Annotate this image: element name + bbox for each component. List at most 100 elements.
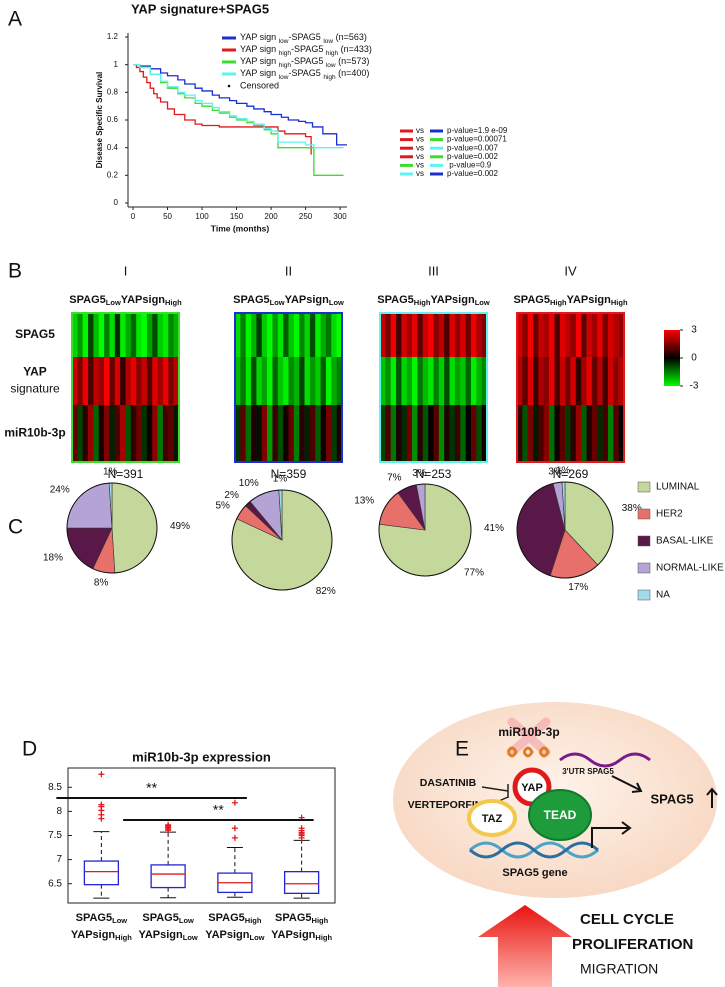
subscript: Low bbox=[475, 298, 490, 307]
heat-cell bbox=[554, 313, 561, 357]
heat-cell bbox=[517, 313, 523, 357]
y-tick-label: 0.8 bbox=[107, 87, 119, 96]
outlier bbox=[298, 825, 305, 832]
utr-strand bbox=[559, 752, 651, 768]
heat-cell bbox=[272, 313, 279, 357]
heat-cell bbox=[267, 357, 273, 405]
heat-cell bbox=[390, 357, 397, 405]
heat-cell bbox=[380, 357, 386, 405]
heat-cell bbox=[283, 313, 289, 357]
heat-cell bbox=[460, 313, 466, 357]
outlier bbox=[231, 799, 238, 806]
x-tick-label: 0 bbox=[131, 212, 136, 221]
text-part: SPAG5 bbox=[76, 912, 112, 924]
heat-cell bbox=[522, 405, 528, 462]
chart-title: YAP signature+SPAG5 bbox=[131, 1, 269, 16]
heat-cell bbox=[320, 357, 327, 405]
heat-cell bbox=[380, 405, 386, 462]
panel-label: C bbox=[8, 516, 23, 539]
text-part: YAP sign bbox=[240, 56, 279, 66]
group-border bbox=[234, 312, 343, 463]
text-part: -SPAG5 bbox=[288, 68, 323, 78]
label: SPAG5LowYAPsignLow bbox=[233, 294, 344, 307]
heat-cell bbox=[527, 357, 534, 405]
survival-chart: YAP signature+SPAG5 0 0.2 0.4 0.6 0.8 1 1.2 0 50 1… bbox=[95, 1, 508, 233]
heat-cell bbox=[315, 405, 321, 462]
text-part: -SPAG5 bbox=[291, 56, 326, 66]
text-part: YAPsign bbox=[567, 294, 612, 306]
heat-cell bbox=[613, 313, 619, 357]
heatmaps: SPAG5YAPsignaturemiR10b-3pISPAG5LowYAPsi… bbox=[4, 263, 699, 481]
y-tick-label: 0.4 bbox=[107, 143, 119, 152]
heat-cell bbox=[245, 357, 252, 405]
heat-cell bbox=[444, 405, 450, 462]
heat-cell bbox=[130, 313, 137, 357]
text-part: YAPsign bbox=[121, 294, 166, 306]
box bbox=[283, 871, 320, 895]
drug-label: DASATINIB bbox=[420, 777, 477, 789]
pie-slice bbox=[66, 482, 113, 529]
heat-cell bbox=[235, 405, 241, 462]
heat-cell bbox=[543, 405, 550, 462]
heat-cell bbox=[618, 357, 625, 405]
text-part: YAPsign bbox=[430, 294, 475, 306]
heat-cell bbox=[454, 313, 461, 357]
subscript: high bbox=[323, 74, 336, 81]
p-value: p-value=0.9 bbox=[447, 161, 492, 170]
heat-cell bbox=[245, 405, 252, 462]
pie-label: 17% bbox=[568, 582, 588, 593]
panel-label: D bbox=[22, 738, 37, 761]
heat-cell bbox=[88, 357, 94, 405]
heat-cell bbox=[412, 405, 418, 462]
heat-cell bbox=[476, 357, 482, 405]
label: YAP sign high-SPAG5 low (n=573) bbox=[240, 56, 369, 68]
heat-cell bbox=[141, 405, 148, 462]
p-value: p-value=0.00071 bbox=[447, 135, 507, 144]
heat-cell bbox=[240, 357, 246, 405]
heat-cell bbox=[125, 357, 132, 405]
text-part: (n=400) bbox=[336, 68, 370, 78]
heat-cell bbox=[277, 357, 284, 405]
n-label: N=359 bbox=[271, 467, 307, 481]
heat-cell bbox=[173, 313, 180, 357]
heat-cell bbox=[607, 313, 614, 357]
label: YAP sign high-SPAG5 high (n=433) bbox=[240, 44, 372, 56]
outcome: MIGRATION bbox=[580, 961, 658, 977]
heat-cell bbox=[385, 313, 391, 357]
pie-label: 82% bbox=[316, 586, 336, 597]
heat-cell bbox=[449, 313, 456, 357]
text-part: -SPAG5 bbox=[288, 32, 323, 42]
subscript: Low bbox=[179, 916, 194, 925]
heat-cell bbox=[422, 313, 429, 357]
text-part: YAPsign bbox=[285, 294, 330, 306]
heat-cell bbox=[517, 405, 523, 462]
heat-cell bbox=[538, 357, 545, 405]
heat-cell bbox=[428, 313, 434, 357]
legend-swatch bbox=[637, 508, 651, 520]
heat-cell bbox=[141, 357, 148, 405]
y-tick-label: 0.2 bbox=[107, 170, 119, 179]
x-tick-label: 200 bbox=[264, 212, 278, 221]
pie-label: 3% bbox=[548, 466, 563, 477]
heat-cell bbox=[396, 357, 402, 405]
heat-cell bbox=[309, 357, 316, 405]
heat-cell bbox=[93, 313, 100, 357]
text-part: (n=573) bbox=[336, 56, 370, 66]
heat-cell bbox=[93, 405, 100, 462]
heat-cell bbox=[470, 405, 477, 462]
heat-cell bbox=[104, 313, 110, 357]
heat-cell bbox=[136, 313, 142, 357]
text-part: YAP sign bbox=[240, 68, 279, 78]
compare-vs: vs bbox=[416, 169, 424, 178]
text-part: YAPsign bbox=[71, 929, 116, 941]
heat-cell bbox=[256, 313, 263, 357]
subscript: high bbox=[326, 50, 339, 57]
heat-cell bbox=[586, 405, 593, 462]
group-border bbox=[379, 312, 488, 463]
group-numeral: II bbox=[285, 263, 292, 278]
heat-cell bbox=[336, 405, 343, 462]
x-tick-label: 250 bbox=[299, 212, 313, 221]
label: SPAG5Low bbox=[142, 912, 194, 925]
heat-cell bbox=[559, 313, 566, 357]
text-part: (n=433) bbox=[338, 44, 372, 54]
